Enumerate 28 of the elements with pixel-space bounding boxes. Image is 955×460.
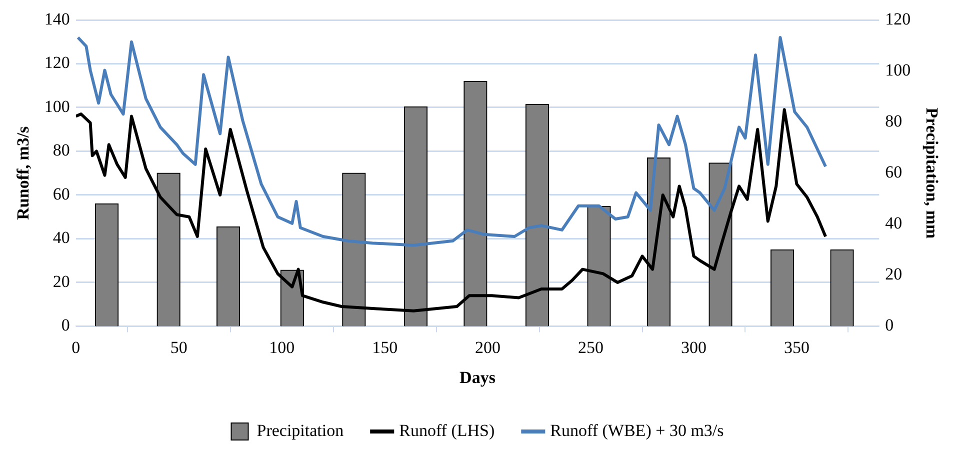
y-axis-title: Runoff, m3/s (14, 126, 33, 220)
y2-tick-label: 20 (885, 264, 902, 284)
x-tick-label: 50 (170, 338, 188, 357)
y2-tick-label: 40 (885, 214, 902, 233)
x-tick-label: 150 (372, 338, 398, 357)
x-tick-label: 250 (578, 338, 604, 357)
legend-label: Runoff (LHS) (399, 420, 495, 440)
y-tick-label: 120 (44, 53, 70, 72)
y-tick-label: 80 (52, 140, 70, 160)
y2-tick-label: 100 (885, 60, 911, 80)
y-tick-label: 140 (44, 9, 70, 28)
legend-label: Runoff (WBE) + 30 m3/s (550, 420, 724, 440)
x-axis-title: Days (460, 368, 496, 388)
x-tick-label: 200 (475, 338, 501, 357)
legend-label: Precipitation (256, 420, 344, 440)
y2-tick-label: 0 (885, 316, 894, 335)
x-tick-label: 350 (784, 338, 810, 357)
y2-tick-label: 60 (885, 162, 902, 182)
y2-axis-title: Precipitation, mm (922, 108, 942, 239)
y-tick-label: 60 (52, 184, 70, 204)
y2-tick-label: 80 (885, 112, 902, 131)
y2-tick-label: 120 (885, 9, 911, 28)
y-tick-label: 20 (52, 272, 70, 291)
y-tick-label: 40 (52, 228, 70, 248)
y-tick-label: 100 (44, 96, 70, 116)
x-tick-label: 300 (680, 338, 706, 357)
x-tick-label: 100 (269, 338, 295, 357)
y-tick-label: 0 (61, 316, 70, 335)
